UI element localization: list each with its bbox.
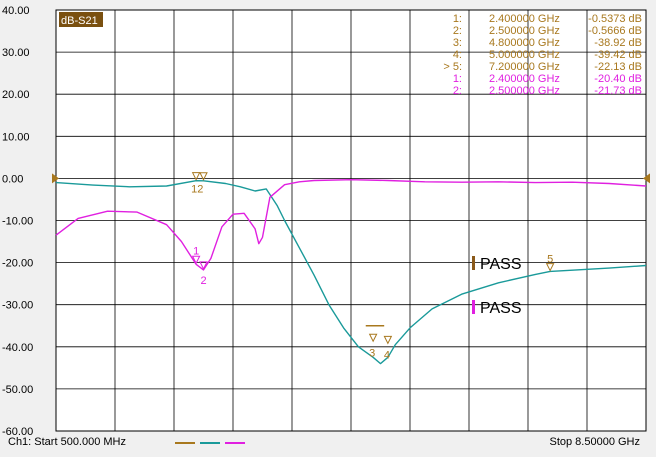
marker-readout-table: 1: 2.400000 GHz -0.5373 dB 2: 2.500000 GHz -0… — [443, 13, 642, 97]
marker-readout-id: 2: — [453, 25, 462, 37]
marker-s11-1-label: 1 — [193, 245, 199, 257]
marker-s11-2-triangle — [199, 261, 208, 271]
pass-s21-color-bar — [472, 256, 475, 270]
pass-s11-color-bar — [472, 300, 475, 314]
y-tick-label: -60.00 — [2, 426, 33, 438]
marker-s21-4-label: 4 — [384, 349, 390, 361]
y-tick-label: -30.00 — [2, 300, 33, 312]
marker-readout-frequency: 2.500000 GHz — [489, 25, 560, 37]
marker-readout-id: 2: — [453, 85, 462, 97]
series-s21-line — [55, 179, 647, 365]
y-tick-label: -40.00 — [2, 342, 33, 354]
marker-readout-id: 1: — [453, 73, 462, 85]
y-tick-label: 40.00 — [2, 5, 30, 17]
marker-readout-frequency: 2.500000 GHz — [489, 85, 560, 97]
marker-s21-2-triangle — [199, 172, 208, 181]
marker-s21-4-triangle — [383, 335, 393, 345]
marker-s21-5-label: 5 — [547, 254, 553, 266]
marker-readout-id: 3: — [453, 37, 462, 49]
legend-s21-swatch — [200, 442, 220, 444]
status-stop-frequency: Stop 8.50000 GHz — [549, 436, 640, 448]
marker-readout-id: 4: — [453, 49, 462, 61]
legend-s11-swatch — [225, 442, 245, 444]
pass-s11-label: PASS — [480, 300, 522, 317]
pass-indicator-s11: PASS — [472, 300, 522, 318]
marker-readout-value: -38.92 dB — [594, 37, 642, 49]
marker-readout-value: -22.13 dB — [594, 61, 642, 73]
series-s11-line — [55, 178, 647, 271]
y-tick-label: 30.00 — [2, 47, 30, 59]
pass-s21-label: PASS — [480, 256, 522, 273]
status-start-frequency: Ch1: Start 500.000 MHz — [8, 436, 127, 448]
marker-readout-frequency: 4.800000 GHz — [489, 37, 560, 49]
y-tick-label: 10.00 — [2, 131, 30, 143]
marker-readout-value: -0.5666 dB — [588, 25, 642, 37]
y-tick-label: -10.00 — [2, 216, 33, 228]
marker-readout-frequency: 2.400000 GHz — [489, 13, 560, 25]
marker-s21-3-triangle — [368, 333, 378, 343]
y-tick-label: -50.00 — [2, 384, 33, 396]
marker-readout-frequency: 7.200000 GHz — [489, 61, 560, 73]
marker-s21-1-triangle — [191, 172, 201, 181]
y-tick-label: -20.00 — [2, 258, 33, 270]
marker-s11-1-triangle — [191, 255, 201, 265]
marker-readout-id: > 5: — [443, 61, 462, 73]
reference-arrow-right — [643, 173, 650, 184]
legend-marker-swatch — [175, 442, 195, 444]
marker-readout-id: 1: — [453, 13, 462, 25]
trace-label: dB-S21 — [61, 15, 98, 27]
marker-readout-frequency: 2.400000 GHz — [489, 73, 560, 85]
reference-arrow-left — [52, 173, 59, 184]
marker-s21-5-triangle — [545, 263, 555, 272]
marker-readout-value: -21.73 dB — [594, 85, 642, 97]
marker-s21-3-label: 3 — [369, 347, 375, 359]
y-tick-label: 0.00 — [2, 173, 23, 185]
marker-readout-frequency: 5.000000 GHz — [489, 49, 560, 61]
marker-readout-value: -39.42 dB — [594, 49, 642, 61]
trace-label-background — [59, 12, 103, 27]
y-tick-label: 20.00 — [2, 89, 30, 101]
marker-s11-2-label: 2 — [201, 275, 207, 287]
pass-indicator-s21: PASS — [472, 256, 522, 274]
marker-group-label: 12 — [191, 184, 203, 196]
trace-color-legend — [175, 442, 245, 448]
marker-readout-value: -0.5373 dB — [588, 13, 642, 25]
marker-readout-value: -20.40 dB — [594, 73, 642, 85]
